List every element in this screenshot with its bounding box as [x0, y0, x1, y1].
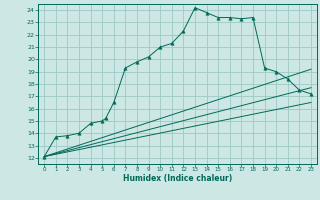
X-axis label: Humidex (Indice chaleur): Humidex (Indice chaleur) [123, 174, 232, 183]
